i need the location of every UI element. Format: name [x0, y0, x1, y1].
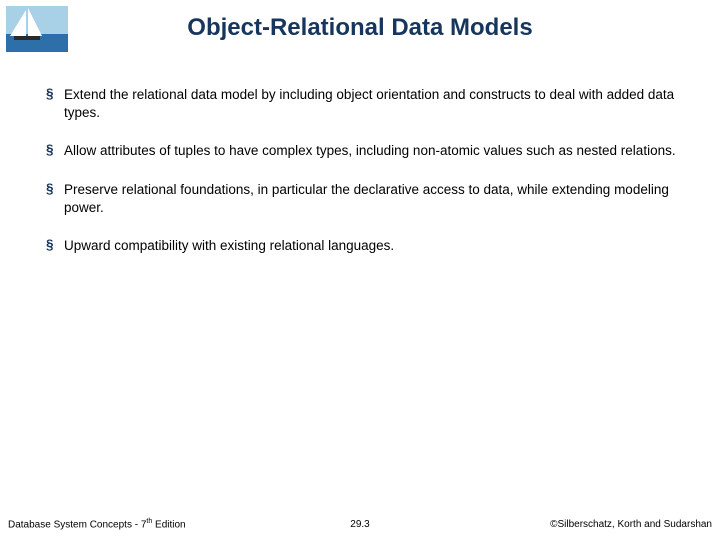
- bullet-text: Allow attributes of tuples to have compl…: [64, 142, 676, 160]
- bullet-item: § Upward compatibility with existing rel…: [46, 237, 680, 255]
- bullet-marker: §: [46, 86, 64, 102]
- bullet-text: Upward compatibility with existing relat…: [64, 237, 394, 255]
- slide-title: Object-Relational Data Models: [0, 14, 720, 42]
- slide: Object-Relational Data Models § Extend t…: [0, 0, 720, 540]
- footer-copyright: ©Silberschatz, Korth and Sudarshan: [550, 519, 712, 530]
- slide-footer: Database System Concepts - 7th Edition 2…: [0, 512, 720, 530]
- bullet-text: Extend the relational data model by incl…: [64, 86, 680, 122]
- bullet-text: Preserve relational foundations, in part…: [64, 181, 680, 217]
- bullet-item: § Allow attributes of tuples to have com…: [46, 142, 680, 160]
- bullet-marker: §: [46, 142, 64, 158]
- bullet-list: § Extend the relational data model by in…: [46, 86, 680, 275]
- bullet-marker: §: [46, 237, 64, 253]
- bullet-marker: §: [46, 181, 64, 197]
- bullet-item: § Extend the relational data model by in…: [46, 86, 680, 122]
- bullet-item: § Preserve relational foundations, in pa…: [46, 181, 680, 217]
